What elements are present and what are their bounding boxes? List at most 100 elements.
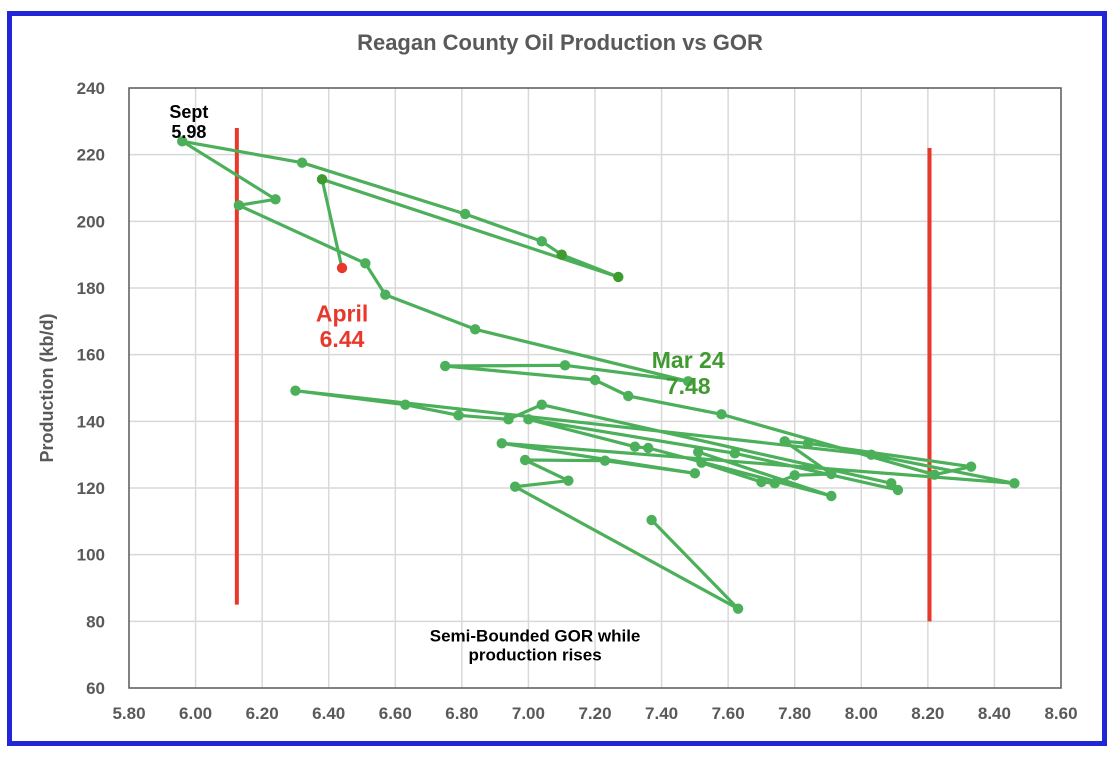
y-tick-label: 160 — [77, 346, 105, 365]
data-point — [536, 236, 547, 247]
x-tick-label: 6.60 — [379, 704, 412, 723]
grid-lines — [129, 88, 1061, 688]
data-point — [1009, 478, 1020, 489]
annotation-text: April — [316, 300, 368, 326]
data-point — [233, 200, 245, 211]
y-tick-label: 200 — [77, 212, 105, 231]
data-point — [599, 455, 611, 466]
annotation-text: 7.48 — [666, 373, 711, 399]
chart-frame — [7, 11, 1107, 746]
series-line — [180, 139, 1016, 611]
data-point — [400, 399, 411, 410]
data-point — [623, 390, 634, 402]
chart-title: Reagan County Oil Production vs GOR — [357, 30, 763, 55]
data-point — [696, 457, 707, 468]
annotation-text: Sept — [169, 102, 208, 122]
data-point — [929, 469, 940, 480]
x-tick-label: 7.80 — [778, 704, 811, 723]
data-point — [779, 436, 790, 447]
x-tick-labels: 5.80 6.00 6.20 6.40 6.60 6.80 7.00 7.20 7.40 7.60… — [112, 704, 1077, 723]
data-point — [536, 399, 547, 410]
annotation-text: 6.44 — [320, 326, 365, 352]
data-point — [732, 603, 744, 614]
data-point — [296, 157, 308, 168]
data-point — [440, 360, 451, 372]
y-tick-labels: 60 80 100 120 140 160 180 200 220 240 — [77, 79, 105, 698]
annotation-mar24: Mar 247.48 — [652, 347, 725, 399]
data-point — [177, 136, 188, 147]
data-point — [563, 475, 574, 486]
latest-data-point — [336, 262, 348, 274]
annotation-text: Mar 24 — [652, 347, 725, 373]
y-tick-label: 240 — [77, 79, 105, 98]
x-tick-label: 6.80 — [445, 704, 478, 723]
x-tick-label: 7.00 — [512, 704, 545, 723]
annotation-text: Semi-Bounded GOR while — [430, 626, 641, 645]
data-point — [756, 476, 767, 488]
data-point — [826, 490, 837, 502]
annotation-text: 5.98 — [171, 122, 206, 142]
data-point — [519, 454, 531, 466]
data-point — [689, 468, 701, 479]
data-point — [769, 478, 780, 489]
data-point — [629, 441, 641, 452]
data-point — [643, 442, 654, 454]
data-point — [589, 374, 601, 386]
x-tick-label: 7.20 — [578, 704, 611, 723]
data-point — [826, 468, 837, 480]
data-point — [503, 414, 514, 425]
data-point — [556, 249, 567, 260]
data-point — [380, 289, 391, 300]
y-tick-label: 220 — [77, 146, 105, 165]
data-point — [802, 438, 814, 449]
reference-lines — [234, 128, 932, 622]
axes — [128, 87, 1062, 689]
x-tick-label: 7.60 — [712, 704, 745, 723]
data-point — [716, 409, 727, 420]
data-point — [453, 410, 464, 421]
data-point — [866, 449, 877, 460]
x-tick-label: 5.80 — [112, 704, 145, 723]
x-tick-label: 6.40 — [312, 704, 345, 723]
y-axis-label: Production (kb/d) — [37, 314, 57, 463]
data-point — [683, 376, 694, 387]
data-series — [177, 136, 1020, 614]
data-point — [892, 484, 904, 496]
data-point — [360, 258, 371, 269]
plot-area-border — [128, 87, 1062, 689]
y-tick-label: 120 — [77, 479, 105, 498]
x-tick-label: 8.40 — [978, 704, 1011, 723]
data-point — [886, 478, 897, 489]
x-tick-label: 7.40 — [645, 704, 678, 723]
data-point — [692, 446, 704, 458]
y-tick-label: 60 — [86, 679, 105, 698]
y-tick-label: 100 — [77, 546, 105, 565]
data-point — [729, 448, 740, 459]
annotation-text: production rises — [468, 645, 601, 664]
data-point — [316, 174, 328, 185]
x-tick-label: 6.00 — [179, 704, 212, 723]
x-tick-label: 6.20 — [246, 704, 279, 723]
data-point — [559, 360, 571, 371]
x-tick-label: 8.20 — [911, 704, 944, 723]
data-point — [965, 461, 977, 472]
x-tick-label: 8.60 — [1044, 704, 1077, 723]
data-point — [270, 194, 281, 205]
data-point — [613, 271, 624, 283]
data-point — [496, 438, 507, 449]
data-point — [523, 414, 534, 425]
y-tick-label: 140 — [77, 412, 105, 431]
data-point — [646, 514, 657, 526]
data-point — [459, 208, 471, 220]
data-point — [789, 470, 800, 481]
data-point — [509, 481, 521, 492]
x-tick-label: 8.00 — [845, 704, 878, 723]
data-point — [290, 385, 301, 396]
data-point — [469, 324, 481, 335]
y-tick-label: 80 — [86, 612, 105, 631]
